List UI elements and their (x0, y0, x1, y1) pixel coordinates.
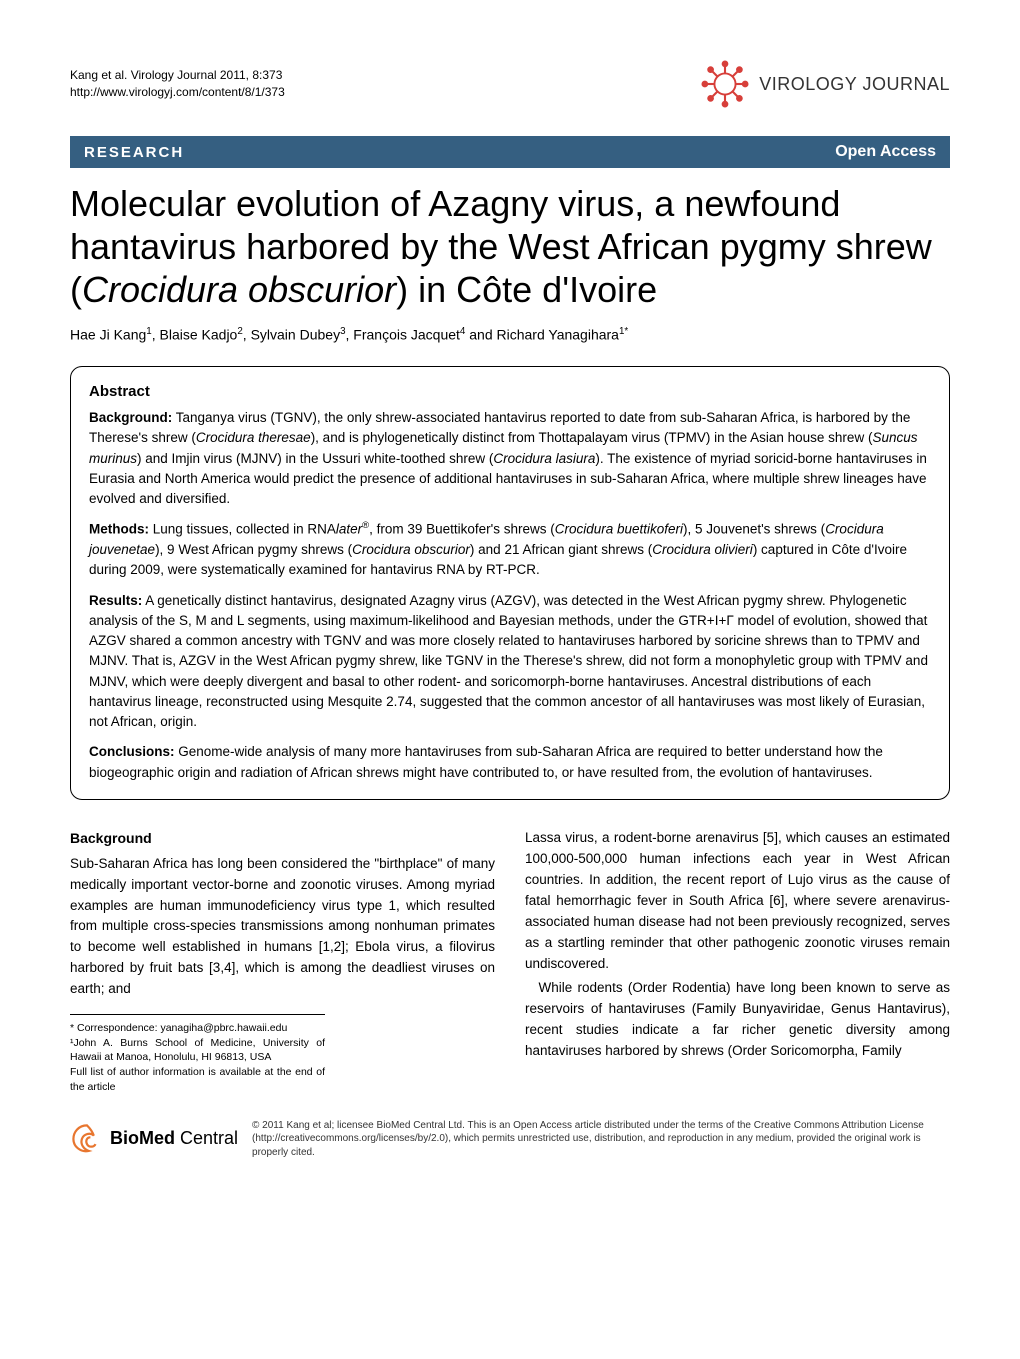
left-column: Background Sub-Saharan Africa has long b… (70, 828, 495, 1095)
abstract-results: Results: A genetically distinct hantavir… (89, 591, 931, 733)
abstract-conclusions-label: Conclusions: (89, 744, 175, 759)
journal-logo: VIROLOGY JOURNAL (701, 60, 950, 108)
bmc-swirl-icon (70, 1122, 104, 1156)
affiliation-line: ¹John A. Burns School of Medicine, Unive… (70, 1036, 325, 1065)
journal-name: VIROLOGY JOURNAL (759, 74, 950, 95)
abstract-box: Abstract Background: Tanganya virus (TGN… (70, 366, 950, 800)
abstract-heading: Abstract (89, 383, 931, 400)
footnotes: * Correspondence: yanagiha@pbrc.hawaii.e… (70, 1014, 325, 1094)
citation-line2: http://www.virologyj.com/content/8/1/373 (70, 84, 285, 101)
body-columns: Background Sub-Saharan Africa has long b… (70, 828, 950, 1095)
abstract-conclusions: Conclusions: Genome-wide analysis of man… (89, 742, 931, 783)
footer-row: BioMed Central © 2011 Kang et al; licens… (70, 1119, 950, 1160)
article-title: Molecular evolution of Azagny virus, a n… (70, 182, 950, 312)
abstract-results-label: Results: (89, 593, 142, 608)
authors-line: Hae Ji Kang1, Blaise Kadjo2, Sylvain Dub… (70, 326, 950, 343)
right-paragraph-1: Lassa virus, a rodent-borne arenavirus [… (525, 828, 950, 974)
right-paragraph-2: While rodents (Order Rodentia) have long… (525, 978, 950, 1062)
abstract-background-label: Background: (89, 410, 172, 425)
citation-block: Kang et al. Virology Journal 2011, 8:373… (70, 67, 285, 101)
header-row: Kang et al. Virology Journal 2011, 8:373… (70, 60, 950, 108)
left-paragraph: Sub-Saharan Africa has long been conside… (70, 854, 495, 1000)
bmc-rest: Central (175, 1128, 238, 1148)
bmc-logo: BioMed Central (70, 1122, 238, 1156)
abstract-conclusions-text: Genome-wide analysis of many more hantav… (89, 744, 883, 779)
license-text: © 2011 Kang et al; licensee BioMed Centr… (252, 1119, 950, 1160)
bmc-text: BioMed Central (110, 1128, 238, 1149)
author-info-line: Full list of author information is avail… (70, 1065, 325, 1094)
abstract-methods-label: Methods: (89, 522, 149, 537)
correspondence-line: * Correspondence: yanagiha@pbrc.hawaii.e… (70, 1021, 325, 1036)
open-access-label: Open Access (835, 143, 936, 161)
research-bar: RESEARCH Open Access (70, 136, 950, 168)
citation-line1: Kang et al. Virology Journal 2011, 8:373 (70, 67, 285, 84)
bmc-bold: BioMed (110, 1128, 175, 1148)
background-heading: Background (70, 828, 495, 850)
abstract-methods: Methods: Lung tissues, collected in RNAl… (89, 519, 931, 580)
research-label: RESEARCH (84, 144, 184, 161)
right-column: Lassa virus, a rodent-borne arenavirus [… (525, 828, 950, 1095)
abstract-background: Background: Tanganya virus (TGNV), the o… (89, 408, 931, 509)
virology-logo-icon (701, 60, 749, 108)
